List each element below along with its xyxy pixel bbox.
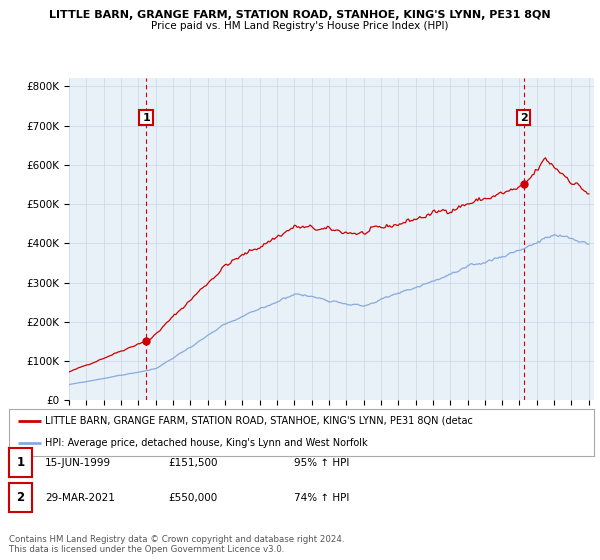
Text: 15-JUN-1999: 15-JUN-1999	[45, 458, 111, 468]
Text: 74% ↑ HPI: 74% ↑ HPI	[294, 493, 349, 503]
Text: 29-MAR-2021: 29-MAR-2021	[45, 493, 115, 503]
Text: 1: 1	[16, 456, 25, 469]
Text: This data is licensed under the Open Government Licence v3.0.: This data is licensed under the Open Gov…	[9, 545, 284, 554]
Text: 95% ↑ HPI: 95% ↑ HPI	[294, 458, 349, 468]
Text: LITTLE BARN, GRANGE FARM, STATION ROAD, STANHOE, KING'S LYNN, PE31 8QN: LITTLE BARN, GRANGE FARM, STATION ROAD, …	[49, 10, 551, 20]
Text: £151,500: £151,500	[168, 458, 218, 468]
Text: 1: 1	[142, 113, 150, 123]
Text: HPI: Average price, detached house, King's Lynn and West Norfolk: HPI: Average price, detached house, King…	[45, 438, 368, 448]
Text: LITTLE BARN, GRANGE FARM, STATION ROAD, STANHOE, KING'S LYNN, PE31 8QN (detac: LITTLE BARN, GRANGE FARM, STATION ROAD, …	[45, 416, 473, 426]
Text: Price paid vs. HM Land Registry's House Price Index (HPI): Price paid vs. HM Land Registry's House …	[151, 21, 449, 31]
Text: Contains HM Land Registry data © Crown copyright and database right 2024.: Contains HM Land Registry data © Crown c…	[9, 535, 344, 544]
Text: 2: 2	[16, 491, 25, 505]
Text: £550,000: £550,000	[168, 493, 217, 503]
Text: 2: 2	[520, 113, 527, 123]
